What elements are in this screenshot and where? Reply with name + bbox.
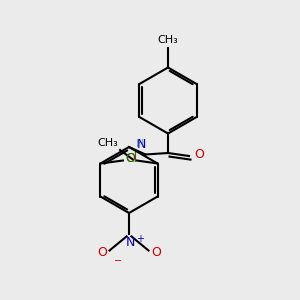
Text: N: N — [137, 139, 146, 152]
Text: +: + — [136, 234, 145, 244]
Text: O: O — [125, 152, 135, 166]
Text: CH₃: CH₃ — [98, 139, 118, 148]
Text: H: H — [136, 139, 144, 149]
Text: O: O — [151, 245, 161, 259]
Text: −: − — [114, 256, 122, 266]
Text: Cl: Cl — [125, 152, 138, 166]
Text: O: O — [97, 245, 107, 259]
Text: O: O — [194, 148, 204, 161]
Text: N: N — [126, 236, 135, 248]
Text: CH₃: CH₃ — [158, 35, 178, 45]
